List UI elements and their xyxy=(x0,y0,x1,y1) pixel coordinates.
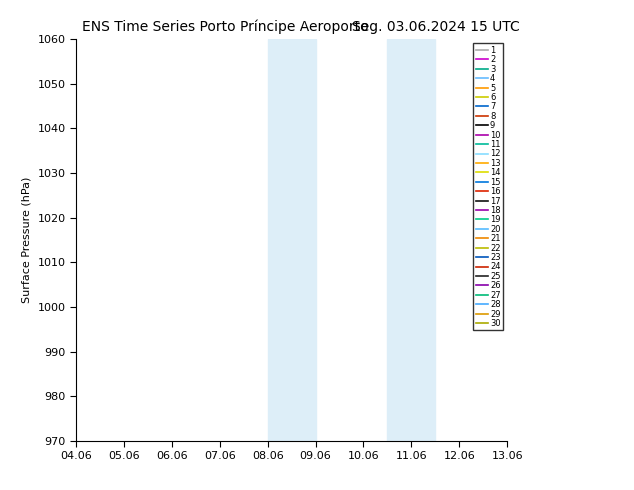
Text: Seg. 03.06.2024 15 UTC: Seg. 03.06.2024 15 UTC xyxy=(352,20,520,34)
Y-axis label: Surface Pressure (hPa): Surface Pressure (hPa) xyxy=(22,177,32,303)
Text: ENS Time Series Porto Príncipe Aeroporto: ENS Time Series Porto Príncipe Aeroporto xyxy=(82,20,369,34)
Legend: 1, 2, 3, 4, 5, 6, 7, 8, 9, 10, 11, 12, 13, 14, 15, 16, 17, 18, 19, 20, 21, 22, 2: 1, 2, 3, 4, 5, 6, 7, 8, 9, 10, 11, 12, 1… xyxy=(473,44,503,330)
Bar xyxy=(387,39,436,441)
Bar xyxy=(268,39,316,441)
